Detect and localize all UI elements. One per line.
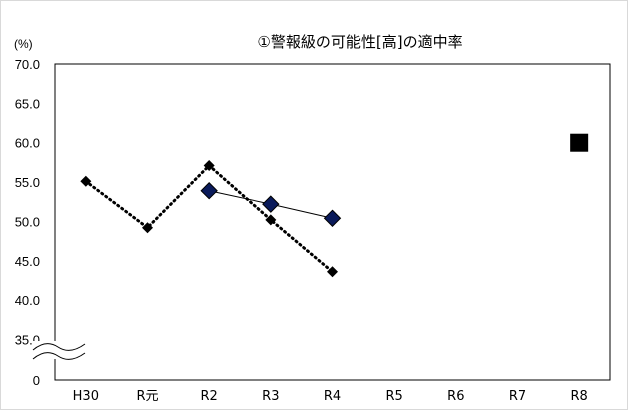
x-tick-label: R元 <box>136 389 158 404</box>
x-tick-label: H30 <box>73 389 99 404</box>
data-point <box>142 222 153 234</box>
data-point <box>570 133 589 152</box>
data-point <box>203 160 215 172</box>
y-tick-label: 55.0 <box>15 175 40 190</box>
y-tick-label: 70.0 <box>15 57 40 72</box>
x-tick-label: R7 <box>509 389 526 404</box>
y-tick-label: 60.0 <box>15 136 40 151</box>
y-tick-label: 40.0 <box>15 293 40 308</box>
data-point <box>262 195 280 213</box>
y-tick-label: 50.0 <box>15 214 40 229</box>
chart-title: ①警報級の可能性[高]の適中率 <box>257 33 462 51</box>
data-point <box>327 266 338 278</box>
x-tick-label: R5 <box>386 389 403 404</box>
x-tick-label: R4 <box>324 389 341 404</box>
y-tick-label: 0 <box>33 373 40 388</box>
y-tick-label: 65.0 <box>15 96 40 111</box>
x-tick-label: R2 <box>201 389 218 404</box>
x-tick-label: R8 <box>571 389 588 404</box>
y-unit-label: (%) <box>14 37 33 51</box>
data-point <box>80 175 92 187</box>
data-point <box>265 214 277 226</box>
data-point <box>200 182 218 200</box>
x-tick-label: R3 <box>262 389 279 404</box>
axis-break-mark <box>32 341 87 360</box>
y-tick-label: 45.0 <box>15 254 40 269</box>
x-tick-label: R6 <box>447 389 464 404</box>
data-point <box>323 209 342 227</box>
